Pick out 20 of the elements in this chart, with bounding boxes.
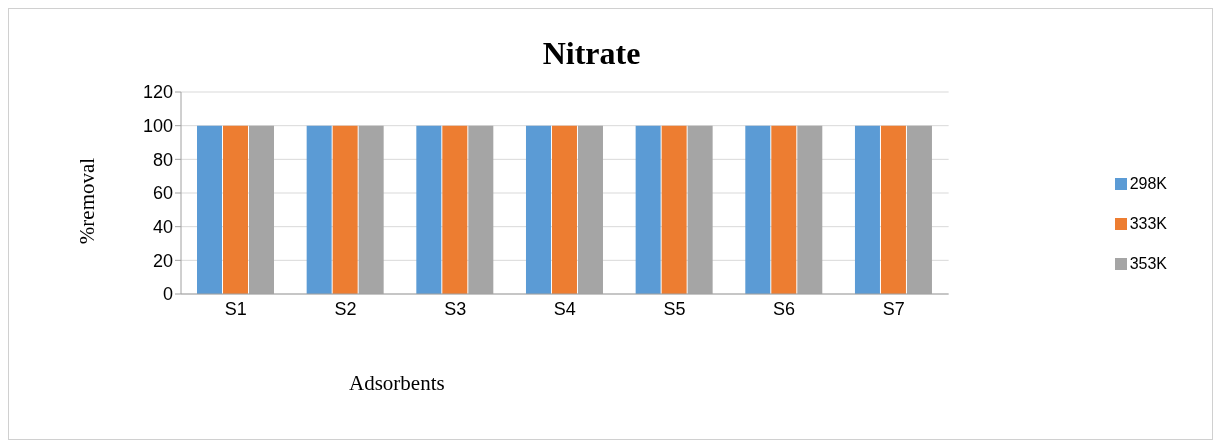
x-tick-label: S3 — [444, 298, 467, 319]
x-tick-label: S5 — [663, 298, 686, 319]
chart-title: Nitrate — [541, 35, 642, 72]
x-tick-label: S4 — [553, 298, 576, 319]
x-tick-label: S2 — [334, 298, 357, 319]
y-tick-label: 60 — [152, 183, 173, 204]
x-tick-label: S7 — [882, 298, 905, 319]
y-tick-label: 80 — [152, 149, 173, 170]
y-tick-label: 0 — [162, 284, 173, 305]
legend-label: 333K — [1129, 215, 1167, 233]
x-tick-label: S6 — [773, 298, 796, 319]
legend-label: 353K — [1129, 255, 1167, 273]
x-tick-label: S1 — [224, 298, 247, 319]
y-tick-label: 100 — [142, 116, 173, 137]
y-tick-label: 20 — [152, 250, 173, 271]
y-axis-title: %removal — [74, 157, 100, 245]
x-axis-title: Adsorbents — [349, 371, 445, 396]
y-tick-label: 40 — [152, 217, 173, 238]
legend-label: 298K — [1129, 175, 1167, 193]
y-tick-label: 120 — [142, 82, 173, 103]
